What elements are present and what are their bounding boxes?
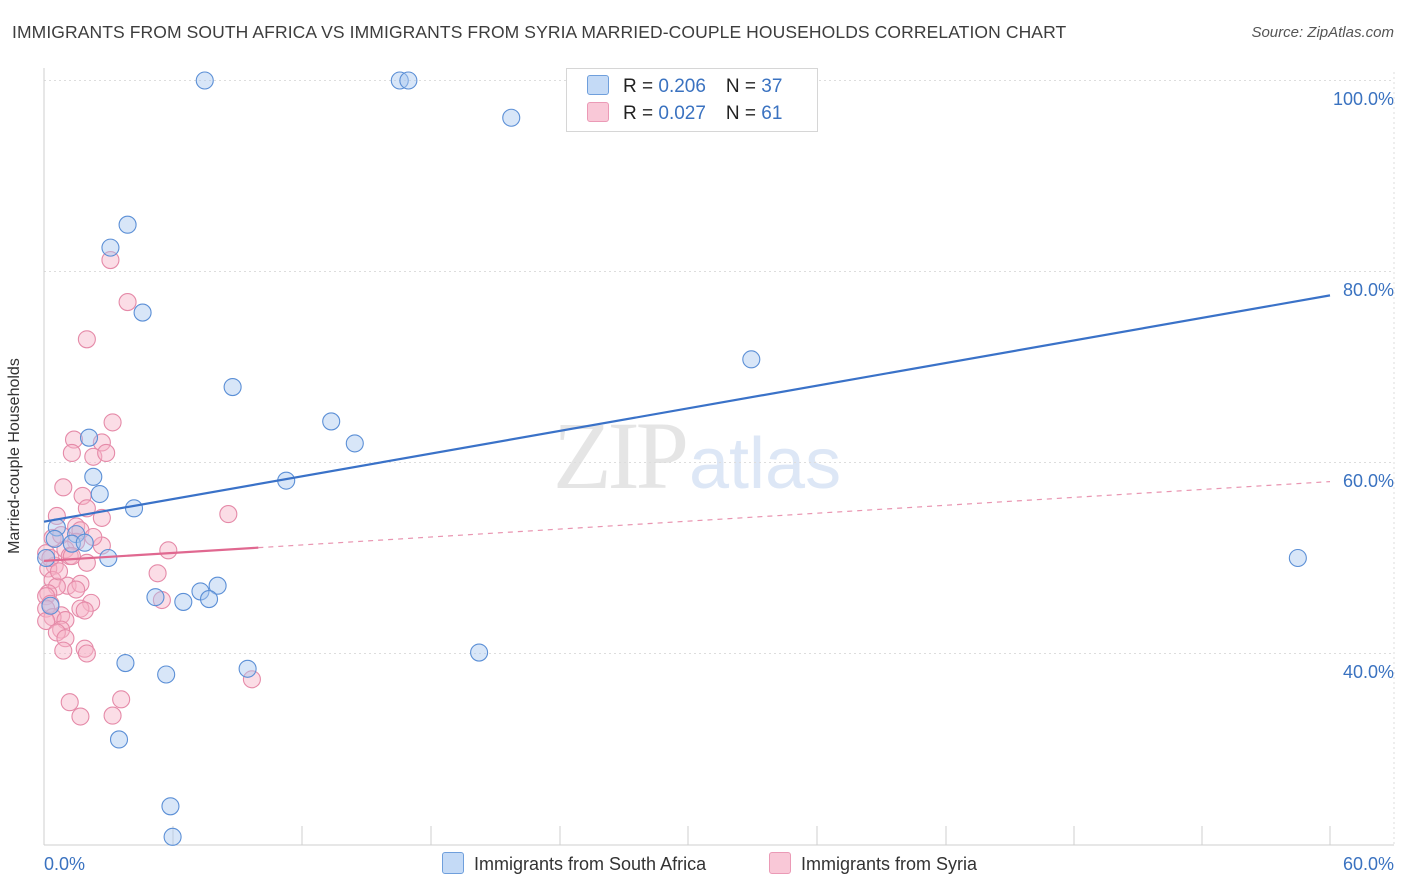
bottom-legend-south-africa: Immigrants from South Africa bbox=[442, 852, 706, 876]
syria-point-52 bbox=[242, 670, 261, 689]
trend-line-syria-solid bbox=[43, 546, 259, 562]
syria-point-6 bbox=[62, 443, 81, 463]
south-africa-point-0 bbox=[195, 71, 214, 90]
syria-point-9 bbox=[54, 478, 73, 497]
syria-point-12 bbox=[219, 505, 238, 524]
axes bbox=[43, 68, 1394, 846]
syria-point-28 bbox=[148, 564, 167, 583]
gridlines bbox=[44, 72, 1395, 845]
source-label: Source: ZipAtlas.com bbox=[1251, 24, 1394, 41]
trend-line-south-africa bbox=[43, 294, 1331, 523]
syria-point-53 bbox=[112, 690, 131, 709]
bottom-legend-label-syria: Immigrants from Syria bbox=[801, 854, 978, 874]
south-africa-point-28 bbox=[199, 590, 219, 609]
series-syria-points bbox=[37, 250, 261, 726]
syria-point-8 bbox=[97, 443, 116, 463]
bottom-legend-swatch-south-africa bbox=[442, 852, 464, 874]
watermark-atlas: atlas bbox=[689, 424, 842, 504]
legend-r-value-syria: 0.027 bbox=[658, 103, 706, 124]
south-africa-point-4 bbox=[118, 215, 137, 234]
south-africa-point-10 bbox=[345, 434, 364, 453]
syria-point-51 bbox=[77, 644, 96, 663]
x-tick-label-min: 0.0% bbox=[44, 854, 85, 874]
south-africa-point-33 bbox=[157, 665, 176, 684]
syria-point-45 bbox=[56, 611, 75, 630]
south-africa-point-24 bbox=[208, 576, 227, 595]
syria-point-56 bbox=[103, 706, 122, 725]
south-africa-point-9 bbox=[322, 412, 341, 431]
bottom-legend-swatch-syria bbox=[769, 852, 791, 874]
south-africa-point-5 bbox=[101, 238, 120, 257]
south-africa-point-19 bbox=[62, 534, 81, 553]
bottom-legend-label-south-africa: Immigrants from South Africa bbox=[474, 854, 707, 874]
south-africa-point-2 bbox=[399, 71, 418, 90]
south-africa-point-11 bbox=[79, 428, 99, 447]
y-tick-label-60: 60.0% bbox=[1343, 471, 1394, 491]
south-africa-point-7 bbox=[742, 350, 761, 369]
south-africa-point-3 bbox=[502, 108, 521, 127]
y-tick-label-40: 40.0% bbox=[1343, 662, 1394, 682]
syria-point-34 bbox=[67, 580, 86, 599]
series-south-africa-points bbox=[37, 71, 1307, 846]
legend-n-value-south-africa: 37 bbox=[761, 76, 783, 97]
trend-lines bbox=[43, 294, 1331, 562]
syria-point-1 bbox=[118, 293, 137, 312]
syria-point-55 bbox=[71, 707, 90, 726]
south-africa-point-30 bbox=[470, 643, 489, 662]
syria-point-41 bbox=[75, 601, 94, 620]
x-tick-label-max: 60.0% bbox=[1343, 854, 1394, 874]
y-axis-label: Married-couple Households bbox=[6, 358, 23, 554]
legend-swatch-syria bbox=[587, 102, 609, 122]
south-africa-point-20 bbox=[37, 548, 56, 568]
legend-n-label-south-africa: N = bbox=[725, 76, 762, 97]
syria-point-14 bbox=[92, 508, 111, 527]
syria-point-5 bbox=[64, 430, 84, 449]
y-tick-label-100: 100.0% bbox=[1333, 89, 1394, 109]
south-africa-point-29 bbox=[41, 596, 60, 615]
south-africa-point-32 bbox=[238, 659, 257, 678]
x-tick-labels: 0.0% 60.0% bbox=[44, 854, 1394, 874]
legend-row-syria: R = 0.027 N = 61 bbox=[587, 102, 782, 126]
bottom-legend-syria: Immigrants from Syria bbox=[769, 852, 977, 876]
south-africa-point-27 bbox=[174, 592, 193, 611]
syria-point-57 bbox=[41, 548, 60, 568]
south-africa-point-6 bbox=[133, 303, 152, 322]
south-africa-point-31 bbox=[116, 653, 135, 673]
south-africa-point-8 bbox=[223, 378, 242, 397]
trend-line-syria-dashed bbox=[258, 481, 1331, 549]
syria-point-3 bbox=[103, 413, 122, 432]
south-africa-point-14 bbox=[90, 484, 109, 504]
south-africa-point-26 bbox=[146, 588, 165, 607]
south-africa-point-23 bbox=[1288, 548, 1307, 568]
syria-point-2 bbox=[77, 330, 96, 349]
legend-row-south-africa: R = 0.206 N = 37 bbox=[587, 75, 782, 99]
y-tick-labels: 40.0% 60.0% 80.0% 100.0% bbox=[1333, 89, 1394, 682]
south-africa-point-12 bbox=[84, 467, 103, 486]
legend-r-value-south-africa: 0.206 bbox=[658, 76, 706, 97]
syria-point-37 bbox=[82, 593, 101, 612]
legend-n-label-syria: N = bbox=[725, 103, 762, 124]
south-africa-point-34 bbox=[109, 730, 129, 749]
legend-n-value-syria: 61 bbox=[761, 103, 783, 124]
chart-title: IMMIGRANTS FROM SOUTH AFRICA VS IMMIGRAN… bbox=[12, 22, 1067, 42]
south-africa-point-21 bbox=[75, 533, 94, 552]
y-tick-label-80: 80.0% bbox=[1343, 280, 1394, 300]
syria-point-58 bbox=[49, 562, 69, 581]
legend-swatch-south-africa bbox=[587, 75, 609, 95]
syria-point-54 bbox=[60, 693, 79, 712]
south-africa-point-35 bbox=[161, 797, 180, 816]
legend-r-label-syria: R = bbox=[623, 103, 659, 124]
south-africa-point-15 bbox=[124, 499, 144, 518]
syria-point-50 bbox=[54, 641, 73, 660]
legend-r-label-south-africa: R = bbox=[623, 76, 659, 97]
syria-point-49 bbox=[75, 639, 94, 658]
south-africa-point-17 bbox=[45, 529, 64, 548]
correlation-legend: R = 0.206 N = 37 R = 0.027 N = 61 bbox=[566, 68, 818, 132]
south-africa-point-36 bbox=[163, 827, 182, 846]
syria-point-22 bbox=[159, 541, 178, 560]
syria-point-0 bbox=[101, 250, 120, 270]
